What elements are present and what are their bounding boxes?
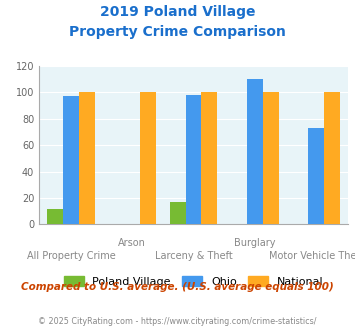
Bar <box>186 95 201 224</box>
Bar <box>47 209 63 224</box>
Text: Burglary: Burglary <box>234 238 275 248</box>
Bar <box>140 92 156 224</box>
Text: © 2025 CityRating.com - https://www.cityrating.com/crime-statistics/: © 2025 CityRating.com - https://www.city… <box>38 317 317 326</box>
Bar <box>79 92 95 224</box>
Text: All Property Crime: All Property Crime <box>27 251 115 261</box>
Text: Motor Vehicle Theft: Motor Vehicle Theft <box>269 251 355 261</box>
Bar <box>263 92 279 224</box>
Bar <box>324 92 340 224</box>
Text: Property Crime Comparison: Property Crime Comparison <box>69 25 286 39</box>
Bar <box>247 79 263 224</box>
Bar <box>308 128 324 224</box>
Bar <box>170 202 186 224</box>
Bar <box>201 92 217 224</box>
Text: Larceny & Theft: Larceny & Theft <box>154 251 233 261</box>
Bar <box>63 96 79 224</box>
Text: Compared to U.S. average. (U.S. average equals 100): Compared to U.S. average. (U.S. average … <box>21 282 334 292</box>
Text: 2019 Poland Village: 2019 Poland Village <box>100 5 255 19</box>
Legend: Poland Village, Ohio, National: Poland Village, Ohio, National <box>64 276 323 287</box>
Text: Arson: Arson <box>118 238 146 248</box>
